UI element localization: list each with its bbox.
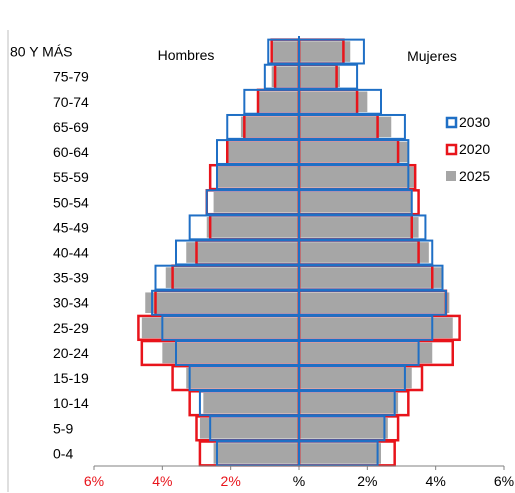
bar-2025-mujeres-35-39	[299, 267, 443, 288]
x-tick-label: 4%	[152, 473, 172, 489]
bar-2025-hombres-5-9	[199, 418, 299, 439]
bar-2025-mujeres-10-14	[299, 392, 399, 414]
category-label: 15-19	[53, 370, 89, 386]
bar-2025-hombres-15-19	[186, 367, 299, 389]
bar-2025-hombres-0-4	[213, 443, 299, 464]
legend-swatch-2020	[445, 143, 458, 156]
bar-2025-hombres-35-39	[165, 267, 299, 288]
bar-2025-mujeres-0-4	[299, 443, 381, 464]
bar-2025-hombres-70-74	[258, 91, 299, 113]
bar-2025-hombres-50-54	[213, 191, 299, 213]
x-axis: 6% 4% 2%% 2% 4% 6%	[7, 30, 514, 492]
category-label: 45-49	[53, 219, 89, 235]
category-label: 75-79	[53, 69, 89, 85]
category-label: 10-14	[53, 395, 89, 411]
left-group-label: Hombres	[158, 47, 215, 63]
bar-2025-hombres-65-69	[240, 116, 299, 138]
bar-2025-mujeres-65-69	[299, 116, 392, 138]
bar-2025-hombres-20-24	[162, 342, 299, 364]
bar-2025-mujeres-15-19	[299, 367, 412, 389]
bar-2025-hombres-25-29	[141, 317, 299, 339]
bar-2025-mujeres-30-34	[299, 292, 450, 314]
legend-swatch-2025	[446, 171, 456, 181]
bar-2025-mujeres-5-9	[299, 418, 388, 439]
bar-2025-mujeres-70-74	[299, 91, 368, 113]
bar-2025-hombres-30-34	[145, 292, 299, 314]
category-label: 80 Y MÁS	[10, 44, 73, 60]
bar-2025-hombres-10-14	[203, 392, 299, 414]
bar-2025-mujeres-50-54	[299, 191, 412, 213]
bar-2025-hombres-45-49	[206, 217, 299, 238]
category-label: 20-24	[53, 345, 89, 361]
bar-2025-mujeres-45-49	[299, 217, 419, 238]
legend-swatch-2030	[445, 116, 458, 129]
bar-2025-mujeres-40-44	[299, 242, 429, 263]
legend-label-2020: 2020	[459, 141, 490, 157]
plot-area	[137, 38, 461, 467]
bar-2025-hombres-55-59	[217, 166, 299, 188]
x-tick-label: %	[293, 473, 305, 489]
category-label: 70-74	[53, 94, 89, 110]
series-2025	[141, 41, 453, 464]
category-label: 65-69	[53, 119, 89, 135]
bar-2025-mujeres-55-59	[299, 166, 416, 188]
legend-label-2025: 2025	[459, 168, 490, 184]
category-label: 40-44	[53, 245, 89, 261]
bar-2025-mujeres-75-79	[299, 66, 340, 87]
category-label: 25-29	[53, 320, 89, 336]
bar-2025-hombres-40-44	[186, 242, 299, 263]
bar-2025-hombres-80 Y MÁS	[271, 41, 299, 62]
x-tick-label: 2%	[357, 473, 377, 489]
bar-2025-mujeres-20-24	[299, 342, 433, 364]
legend-label-2030: 2030	[459, 114, 490, 130]
category-labels: 80 Y MÁS 75-79 70-74 65-69 60-64 55-59 50-54 45…	[10, 44, 89, 462]
x-tick-label: 6%	[494, 473, 514, 489]
x-tick-label: 4%	[426, 473, 446, 489]
category-label: 5-9	[53, 420, 73, 436]
category-label: 60-64	[53, 144, 89, 160]
category-label: 50-54	[53, 194, 89, 210]
category-label: 35-39	[53, 270, 89, 286]
bar-2025-hombres-60-64	[227, 141, 299, 163]
category-label: 55-59	[53, 169, 89, 185]
bar-2025-mujeres-25-29	[299, 317, 453, 339]
bar-2025-mujeres-80 Y MÁS	[299, 41, 351, 62]
bar-2025-mujeres-60-64	[299, 141, 409, 163]
category-label: 0-4	[53, 445, 73, 461]
legend: 2030 2020 2025	[445, 114, 490, 184]
category-label: 30-34	[53, 295, 89, 311]
right-group-label: Mujeres	[407, 48, 457, 64]
bar-2025-hombres-75-79	[271, 66, 299, 87]
x-tick-label: 2%	[221, 473, 241, 489]
x-tick-label: 6%	[84, 473, 104, 489]
